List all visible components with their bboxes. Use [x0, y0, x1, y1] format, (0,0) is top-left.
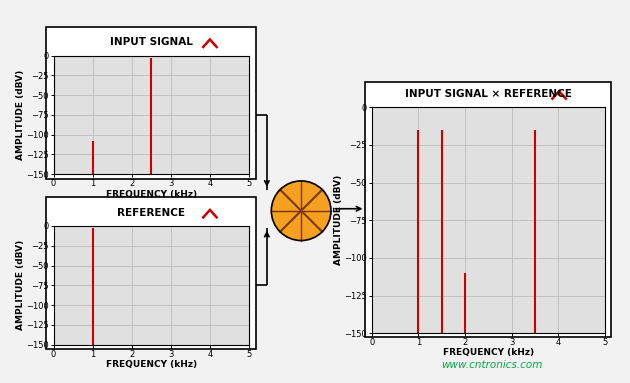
Text: REFERENCE: REFERENCE	[117, 208, 185, 218]
Text: INPUT SIGNAL × REFERENCE: INPUT SIGNAL × REFERENCE	[405, 89, 571, 99]
Circle shape	[272, 181, 331, 241]
X-axis label: FREQUENCY (kHz): FREQUENCY (kHz)	[106, 360, 197, 369]
X-axis label: FREQUENCY (kHz): FREQUENCY (kHz)	[106, 190, 197, 198]
X-axis label: FREQUENCY (kHz): FREQUENCY (kHz)	[443, 349, 534, 357]
Y-axis label: AMPLITUDE (dBV): AMPLITUDE (dBV)	[334, 175, 343, 265]
Y-axis label: AMPLITUDE (dBV): AMPLITUDE (dBV)	[16, 240, 25, 331]
Text: INPUT SIGNAL: INPUT SIGNAL	[110, 37, 193, 47]
Text: www.cntronics.com: www.cntronics.com	[441, 360, 542, 370]
Y-axis label: AMPLITUDE (dBV): AMPLITUDE (dBV)	[16, 70, 25, 160]
